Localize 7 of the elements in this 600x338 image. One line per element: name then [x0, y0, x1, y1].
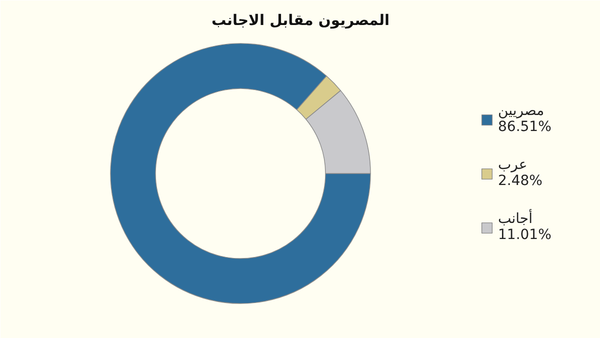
data-label: 86.51% [498, 119, 552, 135]
data-label: 11.01% [498, 227, 552, 243]
data-label: 2.48% [498, 173, 542, 189]
legend-label: أجانب [498, 211, 532, 227]
legend-label: عرب [498, 157, 528, 173]
chart-title: المصريون مقابل الاجانب [211, 12, 390, 29]
legend-label: مصريين [498, 103, 544, 119]
